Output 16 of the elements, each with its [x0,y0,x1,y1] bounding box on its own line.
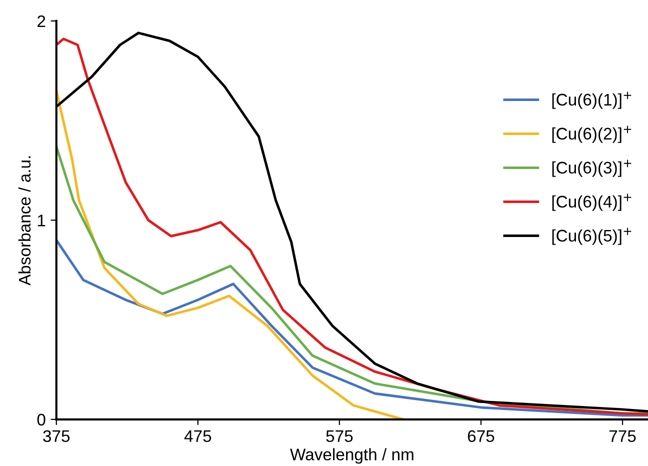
x-tick-label: 375 [43,430,70,442]
y-tick-label: 0 [37,414,46,426]
y-tick-label: 1 [38,214,46,226]
legend-label: [Cu(6)(5)]$^{+}$ [552,228,632,245]
x-axis-title: Wavelength / nm [290,448,414,464]
y-axis-title: Absorbance / a.u. [18,156,31,286]
x-tick-label: 575 [326,430,353,442]
legend-label: [Cu(6)(4)]$^{+}$ [552,194,632,211]
legend-label: [Cu(6)(1)]$^{+}$ [552,92,632,109]
legend-label: [Cu(6)(3)]$^{+}$ [552,160,632,177]
legend-label: [Cu(6)(2)]$^{+}$ [552,126,632,143]
x-tick-label: 775 [609,430,636,442]
line-series [56,89,404,420]
x-tick-label: 475 [184,430,212,442]
x-tick-label: 675 [468,430,494,442]
y-tick-label: 2 [38,15,46,28]
